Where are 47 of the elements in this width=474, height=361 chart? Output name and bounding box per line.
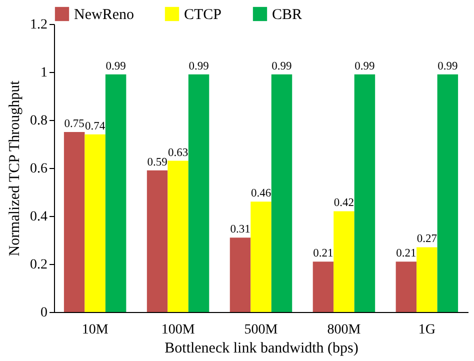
bar <box>105 74 126 312</box>
bar <box>250 202 272 312</box>
data-label: 0.99 <box>354 60 376 72</box>
data-label: 0.99 <box>438 60 458 72</box>
data-label: 0.21 <box>396 248 417 260</box>
bar <box>146 170 168 312</box>
bar <box>334 211 354 312</box>
bar <box>64 132 85 312</box>
x-tick-label: 1G <box>418 322 436 338</box>
bar <box>84 134 106 312</box>
x-axis-title: Bottleneck link bandwidth (bps) <box>164 340 358 356</box>
legend-label: NewReno <box>74 7 134 23</box>
y-tick-label: 0.6 <box>30 162 48 176</box>
bar <box>188 74 210 312</box>
bar <box>354 74 376 312</box>
data-label: 0.21 <box>313 248 334 260</box>
y-tick-label: 0.2 <box>30 258 48 272</box>
data-label: 0.59 <box>147 156 168 168</box>
data-label: 0.42 <box>334 197 354 210</box>
data-label: 0.63 <box>168 146 188 159</box>
bar <box>416 247 438 312</box>
data-label: 0.99 <box>272 60 292 72</box>
y-tick-label: 0.4 <box>30 210 48 224</box>
bar <box>437 74 458 312</box>
y-tick-label: 1 <box>40 66 48 80</box>
data-label: 0.99 <box>106 60 126 72</box>
x-tick-label: 10M <box>82 322 109 338</box>
data-label: 0.75 <box>64 118 85 130</box>
y-tick-label: 0.8 <box>30 114 48 128</box>
bar <box>271 74 292 312</box>
y-tick-label: 1.2 <box>30 18 48 32</box>
bar <box>312 262 334 312</box>
data-label: 0.46 <box>250 188 272 200</box>
data-label: 0.31 <box>230 224 251 236</box>
data-label: 0.27 <box>416 233 438 246</box>
x-tick-label: 800M <box>327 322 362 338</box>
bar <box>396 262 417 312</box>
bar <box>168 160 188 312</box>
x-tick-label: 500M <box>244 322 278 338</box>
legend-label: CTCP <box>184 7 222 23</box>
y-tick-label: 0 <box>40 306 48 320</box>
bar <box>230 238 251 312</box>
legend-label: CBR <box>272 7 302 23</box>
data-label: 0.99 <box>188 60 210 72</box>
data-label: 0.74 <box>85 120 106 132</box>
x-tick-label: 100M <box>161 322 196 338</box>
y-axis-title: Normalized TCP Throughput <box>7 80 23 256</box>
